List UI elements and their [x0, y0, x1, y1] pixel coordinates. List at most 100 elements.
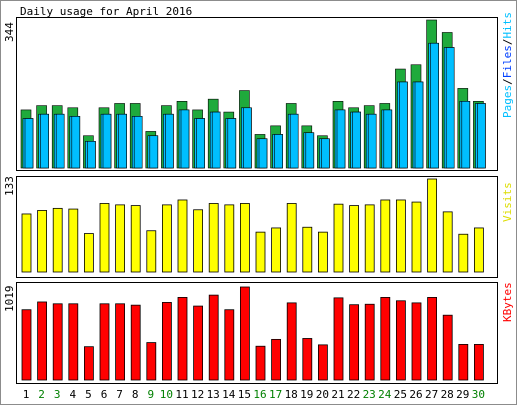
- hits-bar-day-26: [414, 81, 424, 169]
- hits-bar-day-8: [133, 116, 143, 169]
- kbytes-bar-day-20: [317, 344, 328, 381]
- visits-bar-day-1: [21, 213, 32, 273]
- day-label-19: 19: [300, 388, 313, 401]
- visits-bar-day-15: [239, 203, 250, 273]
- day-label-13: 13: [207, 388, 220, 401]
- visits-bar-day-6: [99, 203, 110, 273]
- visits-bar-day-24: [380, 199, 391, 273]
- kbytes-bar-day-11: [177, 297, 188, 381]
- hits-bar-day-15: [243, 107, 252, 169]
- day-label-25: 25: [394, 388, 407, 401]
- x-axis-day-labels: 1 2 3 4 5 6 7 8 9 10 11 12 13 14 15 16 17 18 19 20 21 22 23 24 2…: [23, 388, 485, 401]
- day-label-14: 14: [222, 388, 236, 401]
- day-label-3: 3: [54, 388, 61, 401]
- kbytes-bar-day-28: [442, 314, 453, 381]
- visits-bar-day-22: [349, 205, 360, 273]
- visits-bar-day-30: [473, 227, 484, 273]
- top-panel-bars: [20, 19, 486, 169]
- visits-bar-day-16: [255, 231, 266, 273]
- visits-bar-day-3: [52, 207, 63, 273]
- visits-bar-day-12: [193, 209, 204, 273]
- hits-bar-day-7: [118, 113, 127, 169]
- top-axis-max-label: 344: [3, 22, 16, 42]
- middle-axis-max-label: 133: [3, 176, 16, 196]
- hits-bar-day-29: [461, 101, 471, 169]
- day-label-16: 16: [253, 388, 266, 401]
- visits-bar-day-26: [411, 201, 422, 273]
- hits-bar-day-13: [211, 111, 221, 169]
- visits-bar-day-18: [286, 203, 297, 273]
- day-label-8: 8: [132, 388, 139, 401]
- day-label-15: 15: [238, 388, 251, 401]
- visits-bar-day-21: [333, 203, 344, 273]
- panel-frame-bottom: [16, 282, 498, 384]
- visits-bar-day-5: [84, 233, 94, 273]
- hits-bar-day-12: [196, 118, 205, 169]
- middle-panel-bars: [21, 178, 484, 273]
- kbytes-bar-day-6: [99, 303, 110, 381]
- legend-pages: Pages: [501, 85, 514, 118]
- day-label-20: 20: [316, 388, 329, 401]
- day-label-6: 6: [101, 388, 108, 401]
- kbytes-bar-day-24: [380, 297, 391, 381]
- visits-bar-day-7: [115, 204, 125, 273]
- kbytes-bar-day-29: [458, 344, 469, 381]
- hits-bar-day-14: [227, 118, 237, 169]
- day-label-11: 11: [175, 388, 188, 401]
- kbytes-bar-day-23: [364, 303, 375, 381]
- day-label-22: 22: [347, 388, 360, 401]
- kbytes-bar-day-10: [161, 302, 172, 381]
- hits-bar-day-25: [399, 81, 408, 169]
- kbytes-bar-day-14: [224, 309, 235, 381]
- day-label-12: 12: [191, 388, 204, 401]
- day-label-28: 28: [441, 388, 454, 401]
- visits-bar-day-29: [458, 233, 469, 273]
- kbytes-bar-day-4: [68, 303, 79, 381]
- kbytes-bar-day-16: [255, 345, 266, 381]
- visits-bar-day-27: [427, 178, 438, 273]
- visits-bar-day-10: [161, 204, 172, 273]
- hits-bar-day-23: [367, 113, 377, 169]
- visits-bar-day-25: [395, 199, 406, 273]
- day-label-7: 7: [116, 388, 123, 401]
- hits-bar-day-24: [383, 109, 393, 169]
- panel-frame-middle: [16, 176, 498, 278]
- bottom-legend-kbytes: KBytes: [501, 282, 514, 322]
- kbytes-bar-day-15: [239, 286, 250, 381]
- day-label-18: 18: [285, 388, 298, 401]
- visits-bar-day-11: [177, 199, 188, 273]
- bottom-panel-bars: [21, 286, 484, 381]
- panel-frame-top: [16, 17, 498, 171]
- day-label-2: 2: [38, 388, 45, 401]
- kbytes-bar-day-1: [21, 309, 32, 381]
- hits-bar-day-4: [71, 116, 81, 169]
- visits-bar-day-19: [302, 226, 313, 273]
- kbytes-bar-day-22: [349, 304, 360, 381]
- kbytes-bar-day-25: [395, 300, 406, 381]
- day-label-10: 10: [160, 388, 173, 401]
- day-label-21: 21: [331, 388, 344, 401]
- hits-bar-day-2: [40, 113, 49, 169]
- visits-bar-day-13: [208, 203, 219, 273]
- visits-bar-day-28: [442, 211, 453, 273]
- hits-bar-day-21: [336, 109, 346, 169]
- hits-bar-day-5: [87, 141, 96, 169]
- kbytes-bar-day-18: [286, 302, 297, 381]
- kbytes-bar-day-26: [411, 302, 422, 381]
- middle-legend-visits: Visits: [501, 182, 514, 222]
- visits-bar-day-17: [271, 227, 282, 273]
- hits-bar-day-30: [477, 103, 486, 169]
- visits-bar-day-23: [364, 204, 375, 273]
- hits-bar-day-18: [289, 113, 299, 169]
- day-label-1: 1: [23, 388, 30, 401]
- visits-bar-day-8: [130, 205, 141, 273]
- visits-bar-day-20: [317, 231, 328, 273]
- day-label-30: 30: [472, 388, 485, 401]
- hits-bar-day-28: [445, 47, 455, 169]
- top-legend: Pages/Files/Hits: [501, 12, 514, 118]
- day-label-24: 24: [378, 388, 392, 401]
- visits-bar-day-14: [224, 204, 235, 273]
- visits-bar-day-4: [68, 208, 79, 273]
